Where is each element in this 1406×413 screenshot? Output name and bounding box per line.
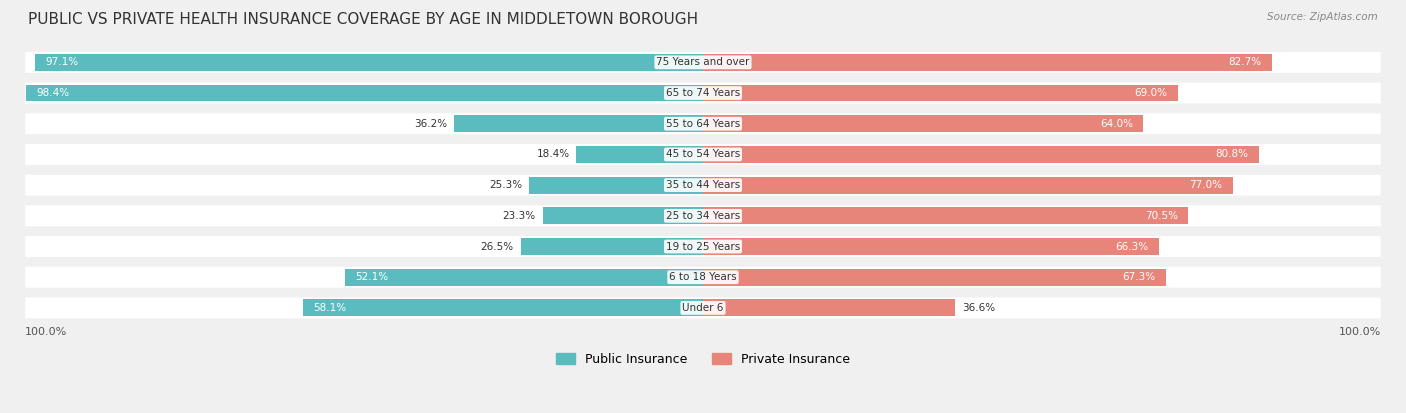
Bar — [25, 85, 703, 102]
Text: 82.7%: 82.7% — [1229, 57, 1261, 67]
Text: 6 to 18 Years: 6 to 18 Years — [669, 272, 737, 282]
Bar — [703, 146, 1258, 163]
Text: 100.0%: 100.0% — [1339, 327, 1381, 337]
Text: Source: ZipAtlas.com: Source: ZipAtlas.com — [1267, 12, 1378, 22]
Text: 67.3%: 67.3% — [1122, 272, 1156, 282]
Text: 52.1%: 52.1% — [354, 272, 388, 282]
Bar — [344, 269, 703, 286]
Bar — [543, 207, 703, 224]
Text: 58.1%: 58.1% — [314, 303, 347, 313]
Bar — [703, 299, 955, 316]
Bar — [529, 177, 703, 194]
Bar — [454, 115, 703, 132]
Text: 80.8%: 80.8% — [1216, 150, 1249, 159]
Text: 98.4%: 98.4% — [37, 88, 69, 98]
FancyBboxPatch shape — [25, 236, 1381, 257]
Bar — [35, 54, 703, 71]
Bar — [703, 207, 1188, 224]
Bar — [703, 177, 1233, 194]
Text: 69.0%: 69.0% — [1135, 88, 1167, 98]
Text: 25 to 34 Years: 25 to 34 Years — [666, 211, 740, 221]
Bar — [520, 238, 703, 255]
Bar — [703, 54, 1272, 71]
Bar — [304, 299, 703, 316]
FancyBboxPatch shape — [25, 297, 1381, 318]
Text: 100.0%: 100.0% — [25, 327, 67, 337]
Text: 23.3%: 23.3% — [503, 211, 536, 221]
Text: 55 to 64 Years: 55 to 64 Years — [666, 119, 740, 129]
FancyBboxPatch shape — [25, 175, 1381, 196]
Text: 36.2%: 36.2% — [413, 119, 447, 129]
Text: 75 Years and over: 75 Years and over — [657, 57, 749, 67]
FancyBboxPatch shape — [25, 205, 1381, 226]
Bar — [703, 238, 1159, 255]
Text: 66.3%: 66.3% — [1116, 242, 1149, 252]
Text: 64.0%: 64.0% — [1099, 119, 1133, 129]
Text: 25.3%: 25.3% — [489, 180, 522, 190]
Text: 65 to 74 Years: 65 to 74 Years — [666, 88, 740, 98]
Text: Under 6: Under 6 — [682, 303, 724, 313]
FancyBboxPatch shape — [25, 144, 1381, 165]
FancyBboxPatch shape — [25, 113, 1381, 134]
Text: 19 to 25 Years: 19 to 25 Years — [666, 242, 740, 252]
Bar — [703, 115, 1143, 132]
Text: 35 to 44 Years: 35 to 44 Years — [666, 180, 740, 190]
Text: 70.5%: 70.5% — [1144, 211, 1178, 221]
FancyBboxPatch shape — [25, 267, 1381, 288]
Text: 77.0%: 77.0% — [1189, 180, 1222, 190]
Text: 26.5%: 26.5% — [481, 242, 513, 252]
Bar — [703, 269, 1166, 286]
FancyBboxPatch shape — [25, 83, 1381, 104]
Legend: Public Insurance, Private Insurance: Public Insurance, Private Insurance — [551, 348, 855, 371]
Bar — [703, 85, 1178, 102]
Text: 18.4%: 18.4% — [537, 150, 569, 159]
Text: 45 to 54 Years: 45 to 54 Years — [666, 150, 740, 159]
FancyBboxPatch shape — [25, 52, 1381, 73]
Text: 36.6%: 36.6% — [962, 303, 995, 313]
Bar — [576, 146, 703, 163]
Text: 97.1%: 97.1% — [45, 57, 79, 67]
Text: PUBLIC VS PRIVATE HEALTH INSURANCE COVERAGE BY AGE IN MIDDLETOWN BOROUGH: PUBLIC VS PRIVATE HEALTH INSURANCE COVER… — [28, 12, 699, 27]
